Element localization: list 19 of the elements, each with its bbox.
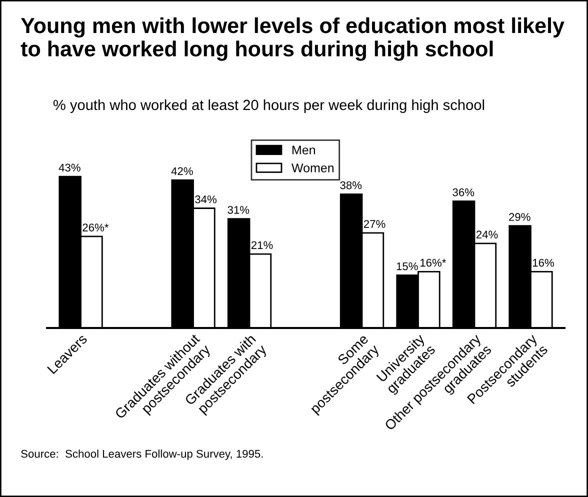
data-label: 29% [509, 213, 530, 221]
data-label: 31% [228, 206, 250, 214]
data-label: 26%* [82, 224, 109, 232]
data-label: 15% [396, 262, 418, 270]
data-label: 27% [364, 220, 386, 228]
chart-subtitle: % youth who worked at least 20 hours per week during high school [53, 99, 484, 113]
chart-title: Young men with lower levels of education most likely to have worked long hours during high school [20, 17, 564, 61]
data-label: 36% [452, 188, 474, 196]
data-label: 16%* [420, 258, 446, 267]
data-label: 42% [171, 167, 193, 176]
legend-label: Men [292, 146, 315, 154]
legend-label: Women [292, 164, 334, 172]
data-label: 24% [476, 230, 498, 238]
data-label: 43% [58, 164, 80, 172]
data-label: 16% [532, 258, 554, 267]
data-label: 21% [251, 241, 273, 250]
source-note: Source: School Leavers Follow-up Survey, 1995. [21, 450, 263, 460]
data-label: 38% [340, 181, 362, 190]
data-label: 34% [195, 195, 217, 204]
